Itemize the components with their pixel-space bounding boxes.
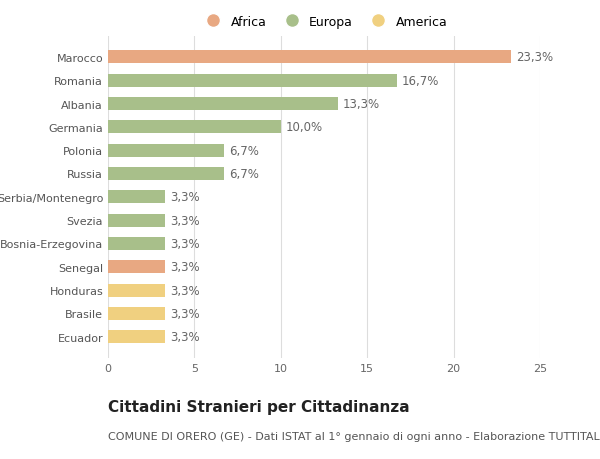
Text: 3,3%: 3,3%	[170, 261, 200, 274]
Bar	[108, 284, 165, 297]
Bar	[108, 51, 511, 64]
Text: 3,3%: 3,3%	[170, 191, 200, 204]
Bar	[108, 168, 224, 180]
Bar	[108, 75, 397, 87]
Bar	[108, 237, 165, 250]
Bar	[108, 145, 224, 157]
Bar	[108, 191, 165, 204]
Bar	[108, 330, 165, 343]
Text: 16,7%: 16,7%	[402, 74, 439, 88]
Bar	[108, 121, 281, 134]
Text: COMUNE DI ORERO (GE) - Dati ISTAT al 1° gennaio di ogni anno - Elaborazione TUTT: COMUNE DI ORERO (GE) - Dati ISTAT al 1° …	[108, 431, 600, 442]
Text: 3,3%: 3,3%	[170, 237, 200, 251]
Legend: Africa, Europa, America: Africa, Europa, America	[196, 11, 452, 34]
Text: 10,0%: 10,0%	[286, 121, 323, 134]
Bar	[108, 214, 165, 227]
Text: 3,3%: 3,3%	[170, 214, 200, 227]
Text: 23,3%: 23,3%	[516, 51, 553, 64]
Text: 6,7%: 6,7%	[229, 168, 259, 180]
Text: 3,3%: 3,3%	[170, 307, 200, 320]
Text: 6,7%: 6,7%	[229, 144, 259, 157]
Bar	[108, 308, 165, 320]
Text: 3,3%: 3,3%	[170, 284, 200, 297]
Text: Cittadini Stranieri per Cittadinanza: Cittadini Stranieri per Cittadinanza	[108, 399, 410, 414]
Text: 13,3%: 13,3%	[343, 98, 380, 111]
Bar	[108, 98, 338, 111]
Text: 3,3%: 3,3%	[170, 330, 200, 343]
Bar	[108, 261, 165, 274]
